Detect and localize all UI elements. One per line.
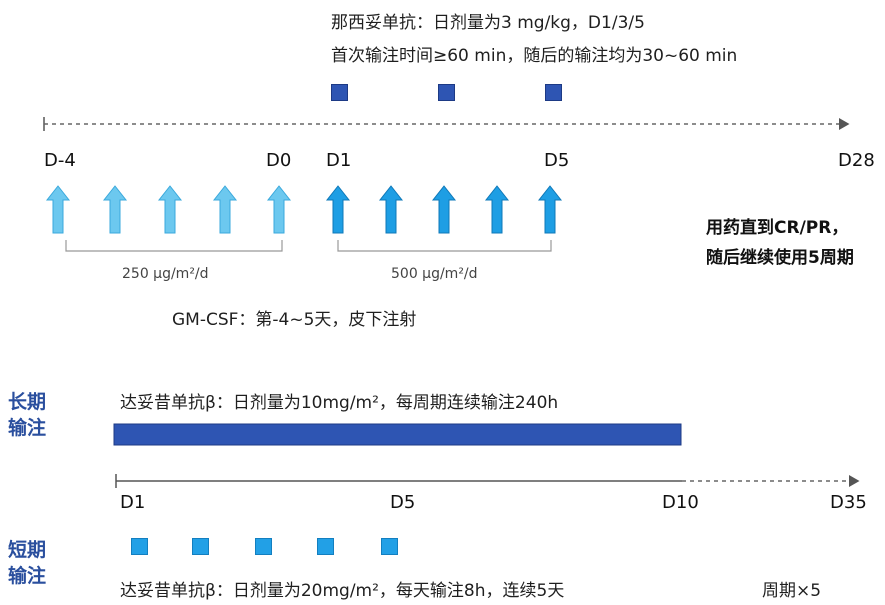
short-infusion-side-label: 短期 输注 [8, 537, 46, 589]
gmcsf-arrow [537, 185, 563, 234]
gmcsf-arrow [212, 185, 238, 234]
gmcsf-caption: GM-CSF：第-4~5天，皮下注射 [172, 310, 417, 330]
short-infusion-dose-marker-d4 [317, 538, 334, 555]
short-infusion-cycle-label: 周期×5 [762, 581, 822, 601]
gmcsf-arrow [266, 185, 292, 234]
gmcsf-arrow [431, 185, 457, 234]
gmcsf-arrows-high-dose [325, 185, 563, 234]
day-label-d1: D1 [326, 150, 352, 171]
day-label-d0: D0 [266, 150, 292, 171]
naxitamab-dose-text: 那西妥单抗：日剂量为3 mg/kg，D1/3/5 [331, 13, 645, 33]
low-dose-bracket [65, 240, 283, 252]
day-label-d28: D28 [838, 150, 875, 171]
short-infusion-dose-marker-d3 [255, 538, 272, 555]
gmcsf-arrow [325, 185, 351, 234]
long-infusion-side-line1: 长期 [8, 391, 47, 413]
naxitamab-dose-marker-d1 [331, 84, 348, 101]
day-label-d5-long: D5 [390, 492, 416, 513]
day-label-d10: D10 [662, 492, 699, 513]
day-label-d-4: D-4 [44, 150, 76, 171]
long-infusion-side-line2: 输注 [8, 417, 47, 439]
gmcsf-low-dose-label: 250 μg/m²/d [122, 266, 209, 282]
short-infusion-side-line2: 输注 [8, 565, 47, 587]
long-infusion-side-label: 长期 输注 [8, 389, 46, 441]
short-infusion-caption: 达妥昔单抗β：日剂量为20mg/m²，每天输注8h，连续5天 [120, 581, 565, 601]
short-infusion-side-line1: 短期 [8, 539, 47, 561]
gmcsf-arrow [157, 185, 183, 234]
short-infusion-dose-marker-d2 [192, 538, 209, 555]
naxitamab-infusion-time-text: 首次输注时间≥60 min，随后的输注均为30~60 min [331, 46, 738, 66]
day-label-d35: D35 [830, 492, 867, 513]
day-label-d5: D5 [544, 150, 570, 171]
gmcsf-arrow [102, 185, 128, 234]
gmcsf-arrow [45, 185, 71, 234]
treatment-note-line2: 随后继续使用5周期 [706, 248, 854, 268]
day-label-d1-long: D1 [120, 492, 146, 513]
naxitamab-dose-marker-d5 [545, 84, 562, 101]
short-infusion-dose-marker-d1 [131, 538, 148, 555]
treatment-note-line1: 用药直到CR/PR， [706, 218, 849, 238]
long-infusion-caption: 达妥昔单抗β：日剂量为10mg/m²，每周期连续输注240h [120, 393, 559, 413]
gmcsf-arrow [484, 185, 510, 234]
long-infusion-bar [113, 423, 682, 446]
high-dose-bracket [337, 240, 552, 252]
gmcsf-arrow [378, 185, 404, 234]
gmcsf-high-dose-label: 500 μg/m²/d [391, 266, 478, 282]
gmcsf-arrows-low-dose [45, 185, 292, 234]
short-infusion-dose-marker-d5 [381, 538, 398, 555]
naxitamab-dose-marker-d3 [438, 84, 455, 101]
